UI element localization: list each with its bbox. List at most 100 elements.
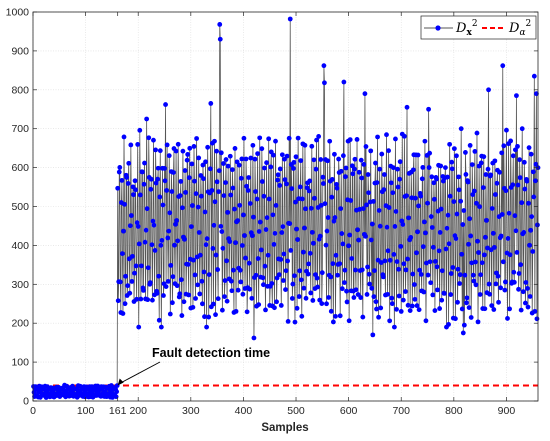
data-point (491, 245, 497, 250)
data-point (278, 303, 284, 308)
data-point (276, 272, 282, 278)
data-point (239, 156, 245, 162)
data-point (384, 132, 389, 138)
data-point (298, 158, 304, 164)
data-point (270, 212, 276, 218)
data-point (225, 209, 231, 215)
data-point (486, 87, 491, 93)
data-point (259, 146, 265, 152)
data-point (514, 249, 520, 255)
data-point (275, 177, 281, 183)
data-point (296, 294, 302, 299)
data-point (142, 239, 148, 245)
data-point (511, 279, 517, 285)
data-point (225, 163, 231, 169)
data-point (389, 295, 395, 301)
data-point (403, 267, 409, 273)
y-tick-label: 900 (11, 45, 29, 57)
data-point (264, 215, 270, 221)
data-point (206, 272, 212, 277)
data-point (530, 169, 536, 175)
data-point (277, 166, 283, 172)
data-point (251, 214, 256, 220)
data-point (361, 162, 367, 167)
data-point (333, 252, 339, 258)
data-point (446, 241, 452, 247)
data-point (292, 273, 297, 279)
data-point (188, 224, 194, 230)
x-tick-label: 300 (182, 405, 200, 417)
data-point (191, 144, 197, 149)
data-point (312, 195, 317, 201)
data-point (130, 253, 135, 259)
data-point (164, 188, 170, 193)
data-point (211, 222, 217, 228)
data-point (281, 278, 286, 283)
data-point (325, 215, 331, 220)
x-axis-title: Samples (261, 422, 308, 434)
data-point (422, 138, 428, 144)
data-point (343, 165, 349, 171)
data-point (494, 180, 500, 186)
data-point (214, 179, 220, 185)
x-tick-label: 400 (235, 405, 253, 417)
data-point (413, 195, 418, 201)
data-point (173, 221, 178, 227)
data-point (145, 265, 151, 271)
data-point (257, 219, 263, 225)
data-point (381, 187, 387, 193)
data-point (395, 166, 400, 172)
data-point (368, 148, 374, 154)
data-point (116, 169, 122, 175)
data-point (378, 260, 384, 265)
data-point (166, 153, 172, 159)
data-point (401, 261, 407, 267)
data-point (223, 157, 229, 162)
data-point (363, 144, 369, 149)
data-point (368, 237, 374, 243)
data-point (122, 301, 128, 307)
data-point (208, 101, 214, 106)
data-point (126, 160, 132, 166)
x-tick-label: 0 (30, 405, 36, 417)
data-point (293, 199, 298, 205)
data-point (136, 324, 142, 330)
data-point (157, 194, 163, 200)
data-point (387, 318, 393, 324)
data-point (205, 144, 211, 150)
data-point (522, 186, 528, 192)
data-point (284, 153, 290, 159)
data-point (131, 192, 136, 198)
data-point (265, 252, 271, 258)
data-point (174, 283, 180, 289)
data-point (163, 102, 168, 107)
data-point (454, 153, 459, 159)
data-point (186, 175, 192, 181)
data-point (483, 172, 489, 177)
data-point (370, 199, 376, 204)
data-point (439, 268, 445, 274)
data-point (481, 154, 487, 160)
data-point (180, 205, 185, 211)
data-point (529, 214, 535, 219)
data-point (134, 296, 140, 302)
data-point (490, 230, 496, 236)
data-point (431, 180, 437, 186)
data-point (189, 161, 195, 167)
data-point (227, 239, 233, 244)
data-point (287, 221, 293, 227)
data-point (425, 272, 431, 278)
data-point (451, 146, 457, 152)
data-point (214, 148, 219, 154)
data-point (448, 271, 454, 276)
data-point (470, 272, 476, 278)
data-point (359, 175, 365, 181)
data-point (141, 181, 147, 187)
data-point (352, 156, 358, 162)
data-point (531, 194, 537, 200)
data-point (362, 91, 368, 97)
data-point (299, 313, 305, 319)
data-point (386, 205, 392, 210)
data-point (254, 196, 260, 202)
data-point (222, 294, 227, 300)
